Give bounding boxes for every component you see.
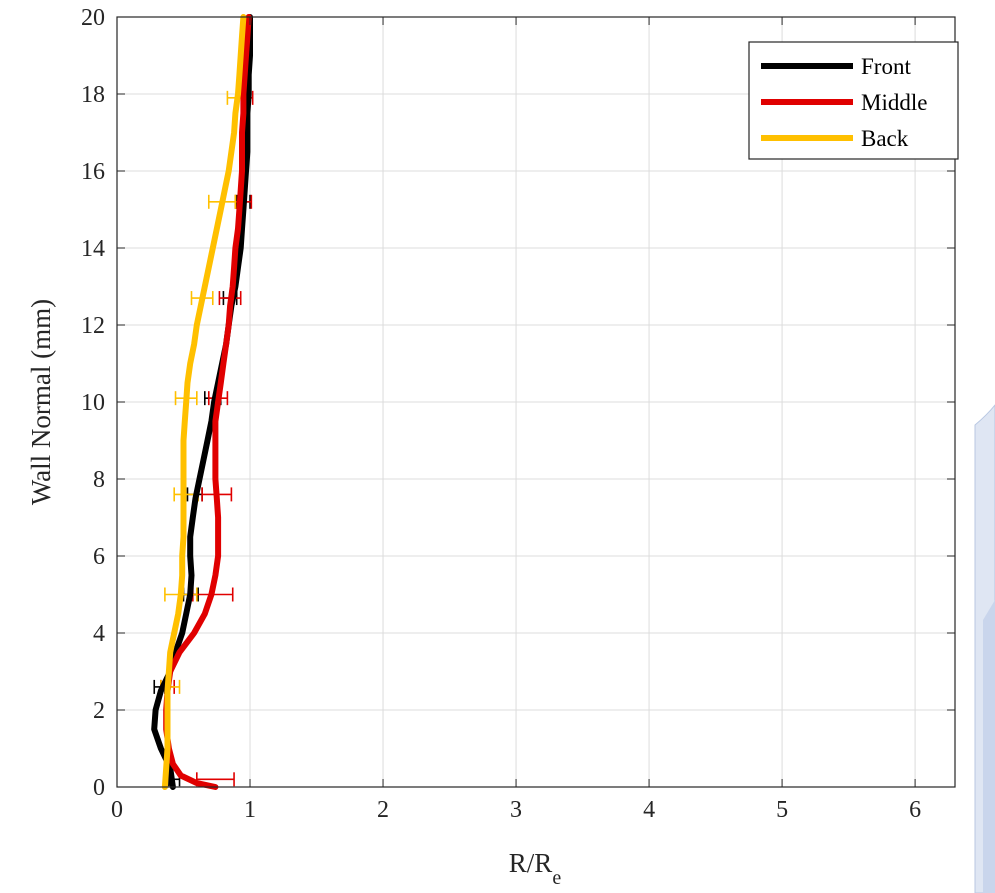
x-axis-title-subscript: e <box>552 867 561 889</box>
legend-item-front[interactable]: Front <box>761 54 911 79</box>
y-axis-title: Wall Normal (mm) <box>26 299 56 505</box>
legend-label: Back <box>861 126 909 151</box>
y-tick-label: 2 <box>93 698 105 724</box>
x-axis-title-main: R/R <box>509 848 553 878</box>
y-tick-label: 18 <box>81 82 105 108</box>
legend-label: Front <box>861 54 911 79</box>
side-decoration-stripe <box>983 600 995 893</box>
x-tick-label: 0 <box>111 797 123 823</box>
y-tick-label: 16 <box>81 159 105 185</box>
y-tick-label: 14 <box>81 236 105 262</box>
y-tick-label: 10 <box>81 390 105 416</box>
x-axis-title: R/Re <box>509 848 562 889</box>
legend[interactable]: Front Middle Back <box>748 41 959 160</box>
ticks <box>116 16 955 788</box>
legend-item-middle[interactable]: Middle <box>761 90 927 115</box>
y-tick-label: 8 <box>93 467 105 493</box>
legend-item-back[interactable]: Back <box>761 126 909 151</box>
y-tick-label: 12 <box>81 313 105 339</box>
y-tick-label: 0 <box>93 775 105 801</box>
y-tick-label: 6 <box>93 544 105 570</box>
x-tick-label: 4 <box>643 797 655 823</box>
legend-label: Middle <box>861 90 927 115</box>
x-tick-label: 2 <box>377 797 389 823</box>
y-tick-label: 20 <box>81 5 105 31</box>
x-tick-label: 5 <box>776 797 788 823</box>
x-tick-label: 3 <box>510 797 522 823</box>
series-line-back <box>161 14 247 790</box>
x-tick-label: 6 <box>909 797 921 823</box>
y-tick-label: 4 <box>93 621 105 647</box>
x-tick-label: 1 <box>244 797 256 823</box>
series-lines <box>151 14 253 790</box>
